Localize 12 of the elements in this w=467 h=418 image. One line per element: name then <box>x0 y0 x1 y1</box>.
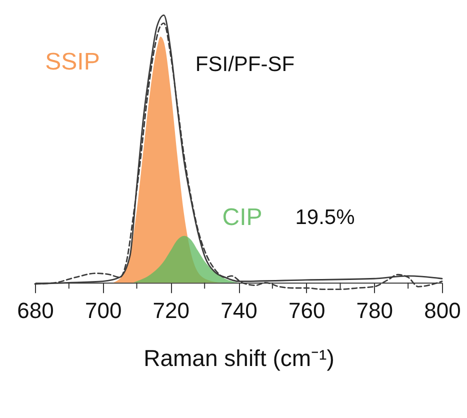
series-label: CIP <box>222 204 262 231</box>
x-tick-label: 680 <box>17 298 54 324</box>
x-tick-label: 800 <box>424 298 461 324</box>
x-tick-label: 760 <box>288 298 326 324</box>
text: SSIP <box>45 48 100 76</box>
x-axis-title: Raman shift (cm⁻¹) <box>144 345 334 372</box>
x-tick-label: 700 <box>84 298 122 324</box>
annotation: 19.5% <box>295 206 355 229</box>
x-tick-label: 720 <box>152 298 190 324</box>
x-tick-label: 740 <box>220 298 258 324</box>
annotation: FSI/PF-SF <box>195 53 295 76</box>
x-tick-label: 780 <box>356 298 394 324</box>
